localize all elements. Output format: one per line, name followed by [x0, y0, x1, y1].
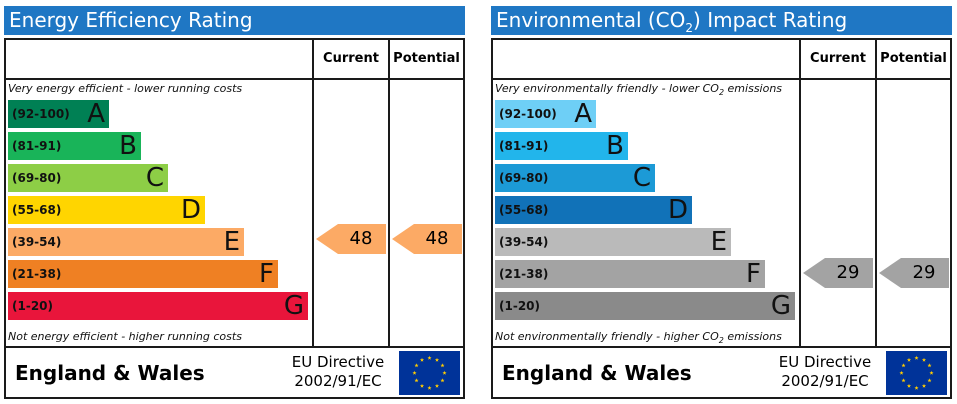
band-f: (21-38) F: [8, 259, 278, 289]
band-range: (81-91): [499, 139, 549, 153]
band-range: (1-20): [12, 299, 53, 313]
column-divider: [875, 40, 877, 346]
current-column-header: Current: [810, 51, 866, 66]
band-letter: B: [119, 131, 137, 161]
band-range: (69-80): [499, 171, 549, 185]
current-rating-arrow: 29: [803, 258, 873, 288]
potential-column-header: Potential: [880, 51, 947, 66]
band-letter: G: [770, 291, 791, 321]
current-rating-value: 48: [349, 228, 373, 249]
footer-divider: [493, 346, 950, 348]
band-letter: E: [710, 227, 727, 257]
bottom-note: Not energy efficient - higher running co…: [8, 330, 242, 343]
note-subscript: 2: [718, 88, 725, 98]
note-part: emissions: [724, 82, 783, 95]
footer-divider: [6, 346, 463, 348]
current-rating-value: 29: [836, 262, 860, 283]
band-range: (39-54): [499, 235, 549, 249]
column-divider: [312, 40, 314, 346]
title-part: Environmental (CO: [496, 8, 686, 32]
note-subscript: 2: [718, 336, 724, 346]
band-letter: A: [574, 99, 592, 129]
band-g: (1-20) G: [495, 291, 795, 321]
band-letter: G: [283, 291, 304, 321]
potential-rating-value: 29: [912, 262, 936, 283]
band-range: (81-91): [12, 139, 62, 153]
band-letter: E: [223, 227, 240, 257]
band-range: (21-38): [499, 267, 549, 281]
band-e: (39-54) E: [8, 227, 244, 257]
environmental-impact-panel: Environmental (CO2) Impact Rating Curren…: [491, 6, 952, 399]
band-letter: B: [606, 131, 624, 161]
band-c: (69-80) C: [495, 163, 655, 193]
band-g: (1-20) G: [8, 291, 308, 321]
band-letter: C: [632, 163, 651, 193]
energy-panel-title: Energy Efficiency Rating: [4, 6, 465, 35]
current-column-header: Current: [323, 51, 379, 66]
eu-directive: EU Directive 2002/91/EC: [770, 353, 880, 391]
band-letter: A: [87, 99, 105, 129]
band-range: (39-54): [12, 235, 62, 249]
band-c: (69-80) C: [8, 163, 168, 193]
band-letter: D: [180, 195, 201, 225]
eu-directive: EU Directive 2002/91/EC: [283, 353, 393, 391]
band-b: (81-91) B: [495, 131, 628, 161]
band-range: (69-80): [12, 171, 62, 185]
environmental-panel-title: Environmental (CO2) Impact Rating: [491, 6, 952, 35]
header-divider: [493, 78, 950, 80]
environmental-rating-table: Current Potential Very environmentally f…: [491, 38, 952, 399]
title-part: ) Impact Rating: [693, 8, 848, 32]
band-d: (55-68) D: [8, 195, 205, 225]
band-letter: F: [259, 259, 274, 289]
top-note: Very energy efficient - lower running co…: [8, 82, 243, 95]
band-a: (92-100) A: [8, 99, 109, 129]
potential-rating-value: 48: [425, 228, 449, 249]
directive-number: 2002/91/EC: [294, 372, 382, 390]
bottom-note: Not environmentally friendly - higher CO…: [495, 330, 782, 345]
band-a: (92-100) A: [495, 99, 596, 129]
band-b: (81-91) B: [8, 131, 141, 161]
directive-line: EU Directive: [778, 353, 872, 371]
note-part: emissions: [723, 330, 782, 343]
band-range: (55-68): [499, 203, 549, 217]
energy-efficiency-panel: Energy Efficiency Rating Current Potenti…: [4, 6, 465, 399]
energy-rating-table: Current Potential Very energy efficient …: [4, 38, 465, 399]
band-letter: F: [746, 259, 761, 289]
band-range: (92-100): [12, 107, 70, 121]
header-divider: [6, 78, 463, 80]
band-range: (55-68): [12, 203, 62, 217]
band-range: (21-38): [12, 267, 62, 281]
column-divider: [799, 40, 801, 346]
top-note: Very environmentally friendly - lower CO…: [495, 82, 782, 97]
band-letter: D: [667, 195, 688, 225]
eu-flag-icon: [399, 351, 460, 395]
note-part: Not environmentally friendly - higher CO: [495, 330, 719, 343]
region-label: England & Wales: [15, 361, 205, 385]
eu-flag-icon: [886, 351, 947, 395]
band-letter: C: [145, 163, 164, 193]
directive-number: 2002/91/EC: [781, 372, 869, 390]
band-f: (21-38) F: [495, 259, 765, 289]
potential-rating-arrow: 29: [879, 258, 949, 288]
band-range: (92-100): [499, 107, 557, 121]
column-divider: [388, 40, 390, 346]
potential-rating-arrow: 48: [392, 224, 462, 254]
band-range: (1-20): [499, 299, 540, 313]
band-e: (39-54) E: [495, 227, 731, 257]
region-label: England & Wales: [502, 361, 692, 385]
note-part: Very environmentally friendly - lower CO: [495, 82, 719, 95]
band-d: (55-68) D: [495, 195, 692, 225]
potential-column-header: Potential: [393, 51, 460, 66]
directive-line: EU Directive: [291, 353, 385, 371]
current-rating-arrow: 48: [316, 224, 386, 254]
title-subscript: 2: [685, 21, 694, 35]
